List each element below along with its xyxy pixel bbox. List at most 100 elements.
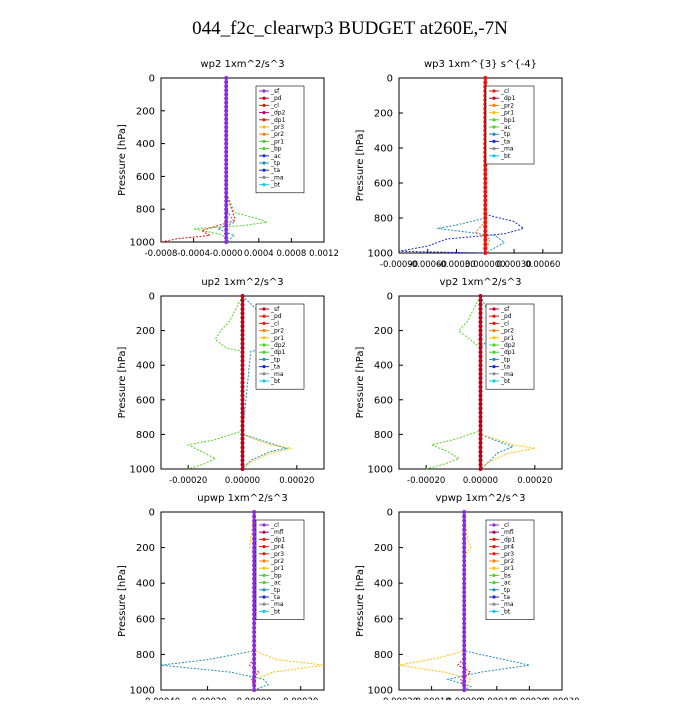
series-marker: [252, 545, 257, 550]
legend-marker: [262, 372, 266, 376]
legend-marker: [262, 357, 266, 361]
series-marker: [478, 380, 483, 385]
series-marker: [224, 162, 229, 167]
legend-entry: _ma: [500, 146, 514, 153]
series-marker: [478, 462, 483, 467]
series-marker: [483, 80, 488, 85]
x-tick-label: 0.0008: [277, 249, 307, 259]
series-marker: [240, 449, 245, 454]
series-marker: [224, 117, 229, 121]
legend-entry: _pr4: [270, 544, 284, 551]
legend-marker: [262, 379, 266, 383]
series-line: [186, 295, 243, 470]
legend-entry: _ma: [500, 601, 514, 608]
legend-marker: [492, 545, 496, 549]
legend-marker: [262, 350, 266, 354]
x-tick-label: -0.0004: [177, 249, 210, 259]
legend-entry: _bs: [500, 572, 511, 579]
legend-entry: _pr2: [270, 328, 284, 335]
series-marker: [224, 207, 229, 212]
legend-entry: _dp1: [500, 95, 516, 102]
series-marker: [462, 630, 467, 635]
legend-marker: [262, 566, 266, 570]
series-marker: [224, 92, 229, 97]
legend-entry: _sf: [500, 306, 510, 313]
series-marker: [240, 376, 245, 381]
series-marker: [240, 462, 245, 467]
y-tick-label: 400: [374, 144, 393, 155]
legend-marker: [262, 103, 266, 107]
series-marker: [483, 216, 488, 220]
series-marker: [478, 350, 483, 355]
y-tick-label: 400: [374, 579, 393, 590]
series-marker: [224, 203, 229, 208]
y-axis-label: Pressure [hPa]: [355, 130, 366, 202]
series-marker: [478, 328, 483, 333]
legend-marker: [492, 350, 496, 354]
series-marker: [483, 172, 488, 177]
series-marker: [478, 458, 483, 463]
series-marker: [224, 158, 229, 162]
panel-4: vp2 1xm^2/s^3 Pressure [hPa] 0 200 400 600 800…: [355, 277, 563, 486]
series-marker: [224, 112, 229, 117]
series-marker: [462, 612, 467, 617]
series-marker: [252, 647, 257, 652]
series-marker: [462, 634, 467, 639]
series-marker: [483, 237, 488, 242]
panel-title: wp3 1xm^{3} s^{-4}: [424, 59, 537, 70]
legend-entry: _cl: [500, 320, 509, 327]
series-marker: [478, 319, 483, 324]
panel-title: vpwp 1xm^2/s^3: [435, 493, 525, 504]
x-tick-label: -0.00090: [380, 260, 418, 270]
series-marker: [240, 350, 245, 355]
legend-marker: [262, 365, 266, 369]
legend-marker: [492, 139, 496, 143]
series-marker: [224, 149, 229, 154]
series-marker: [462, 536, 467, 541]
series-marker: [252, 532, 257, 537]
series-marker: [462, 532, 467, 537]
series-marker: [240, 458, 245, 463]
series-marker: [483, 202, 488, 207]
series-marker: [478, 402, 483, 407]
series-marker: [252, 563, 257, 568]
x-tick-label: 0.00060: [525, 260, 560, 270]
series-marker: [462, 594, 467, 599]
series-marker: [483, 181, 488, 185]
legend-marker: [262, 530, 266, 534]
legend-marker: [492, 89, 496, 93]
series-marker: [252, 674, 257, 679]
series-marker: [483, 207, 488, 212]
legend-marker: [492, 581, 496, 585]
legend-marker: [262, 161, 266, 165]
panel-title: vp2 1xm^2/s^3: [440, 277, 522, 288]
legend-marker: [492, 602, 496, 606]
legend-entry: _ta: [270, 167, 280, 174]
series-marker: [252, 683, 257, 688]
series-marker: [224, 174, 229, 179]
series-marker: [478, 419, 483, 424]
y-tick-label: 1000: [130, 238, 155, 249]
legend-marker: [492, 132, 496, 136]
series-marker: [462, 688, 467, 692]
y-tick-label: 200: [136, 543, 155, 554]
series-marker: [483, 176, 488, 181]
legend-marker: [262, 321, 266, 325]
series-marker: [240, 397, 245, 402]
y-axis-label: Pressure [hPa]: [355, 347, 366, 419]
series-marker: [252, 634, 257, 639]
series-marker: [462, 603, 467, 608]
x-tick-label: 0.00020: [279, 476, 314, 486]
legend-entry: _dp2: [500, 342, 516, 349]
series-marker: [478, 467, 483, 471]
x-tick-label: -0.00060: [409, 260, 447, 270]
legend-entry: _bt: [270, 182, 281, 189]
legend-marker: [492, 357, 496, 361]
legend-marker: [492, 314, 496, 318]
series-marker: [240, 306, 245, 311]
series-marker: [240, 436, 245, 441]
series-marker: [224, 104, 229, 109]
series-marker: [224, 80, 229, 85]
legend-entry: _ac: [270, 153, 281, 160]
series-marker: [483, 246, 488, 251]
